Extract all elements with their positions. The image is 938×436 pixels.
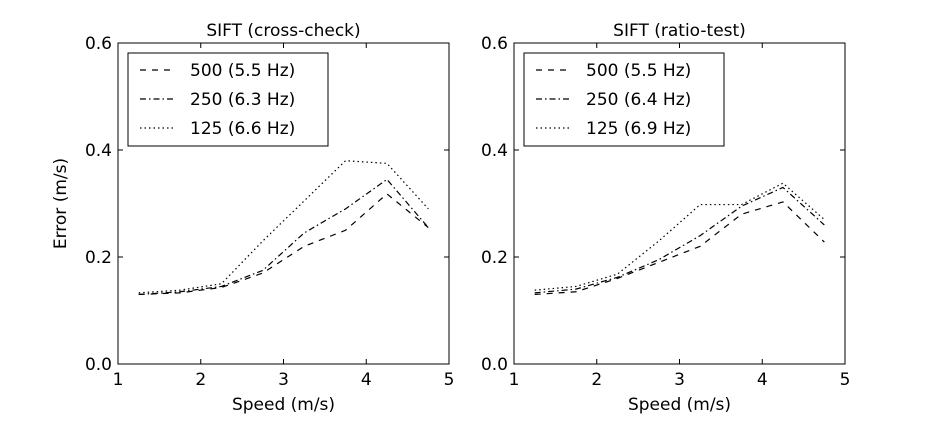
y-tick-label: 0.2 [85,248,112,268]
x-axis-label: Speed (m/s) [232,395,335,415]
x-tick-label: 5 [444,370,455,390]
y-tick-label: 0.4 [85,141,112,161]
y-axis-label: Error (m/s) [51,158,71,249]
legend: 500 (5.5 Hz) 250 (6.3 Hz) 125 (6.6 Hz) [127,52,329,147]
legend: 500 (5.5 Hz) 250 (6.4 Hz) 125 (6.9 Hz) [523,52,725,147]
legend-box [127,52,329,147]
x-tick-label: 4 [757,370,768,390]
x-tick-label: 3 [278,370,289,390]
x-tick-label: 1 [509,370,520,390]
y-tick-label: 0.6 [85,34,112,54]
x-tick-label: 2 [591,370,602,390]
series-line-3 [138,160,429,294]
x-tick-label: 1 [113,370,124,390]
y-tick-label: 0.4 [481,141,508,161]
legend-label-1: 500 (5.5 Hz) [190,61,295,81]
legend-label-1: 500 (5.5 Hz) [586,61,691,81]
x-tick-label: 2 [195,370,206,390]
y-tick-label: 0.6 [481,34,508,54]
legend-label-3: 125 (6.9 Hz) [586,119,691,139]
series-line-1 [534,201,825,296]
chart-title: SIFT (ratio-test) [613,21,746,41]
chart-title: SIFT (cross-check) [206,21,360,41]
legend-label-2: 250 (6.3 Hz) [190,90,295,110]
y-tick-label: 0.2 [481,248,508,268]
series-line-1 [138,193,429,296]
x-tick-label: 4 [361,370,372,390]
x-tick-label: 3 [674,370,685,390]
x-axis-label: Speed (m/s) [628,395,731,415]
x-tick-label: 5 [840,370,851,390]
chart-panel-2: 1 2 3 4 5 0.0 0.2 0.4 0.6 SIFT (ratio-test) Speed … [481,21,850,415]
series-line-2 [138,178,429,296]
legend-label-2: 250 (6.4 Hz) [586,90,691,110]
y-tick-label: 0.0 [481,355,508,375]
series-line-3 [534,182,825,291]
legend-label-3: 125 (6.6 Hz) [190,119,295,139]
y-tick-label: 0.0 [85,355,112,375]
legend-box [523,52,725,147]
chart-panel-1: 1 2 3 4 5 0.0 0.2 0.4 0.6 SIFT (cross-check) Speed… [51,21,454,415]
series-line-2 [534,186,825,294]
